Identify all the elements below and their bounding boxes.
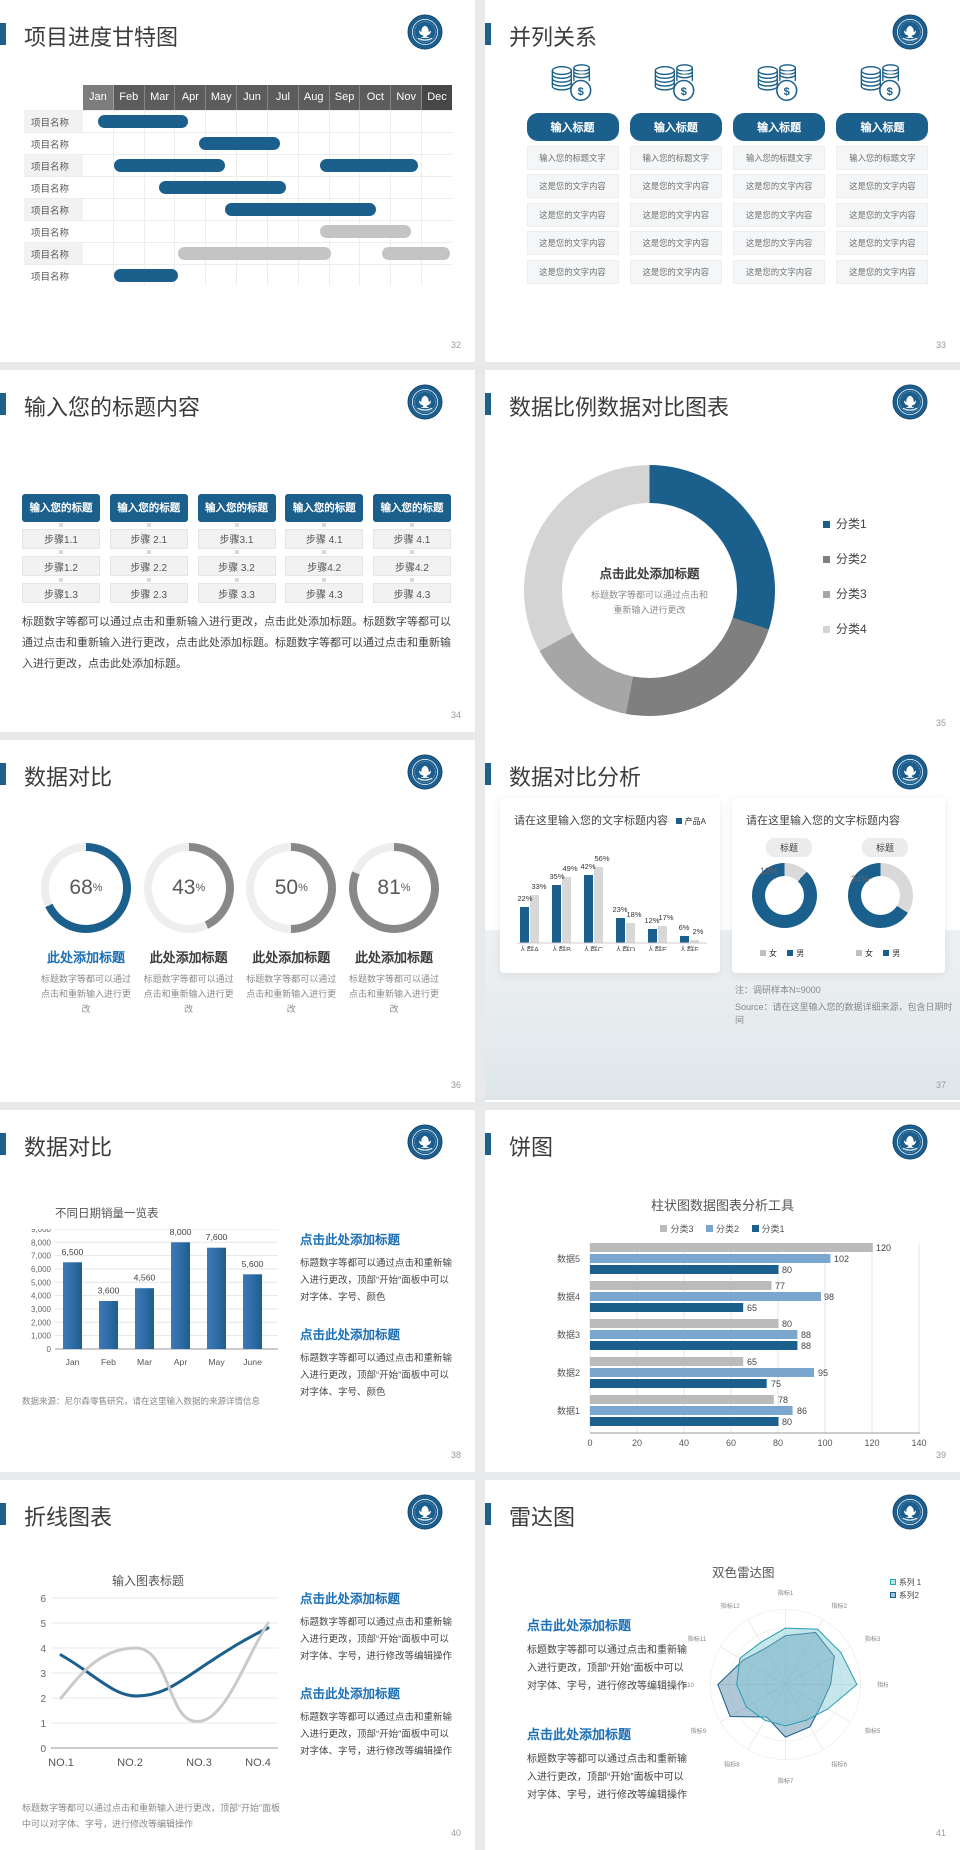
svg-text:June: June: [243, 1357, 262, 1367]
svg-text:18%: 18%: [626, 910, 641, 919]
svg-text:140: 140: [911, 1438, 926, 1448]
svg-text:77: 77: [775, 1281, 785, 1291]
svg-text:2%: 2%: [693, 927, 704, 936]
svg-text:17%: 17%: [658, 913, 673, 922]
svg-text:4,000: 4,000: [31, 1292, 52, 1301]
svg-text:7,000: 7,000: [31, 1252, 52, 1261]
svg-text:4: 4: [40, 1644, 46, 1655]
svg-text:20: 20: [632, 1438, 642, 1448]
svg-text:42%: 42%: [580, 862, 595, 871]
svg-text:65: 65: [747, 1303, 757, 1313]
svg-text:5,000: 5,000: [31, 1278, 52, 1287]
svg-text:86: 86: [797, 1406, 807, 1416]
svg-text:6,000: 6,000: [31, 1265, 52, 1274]
svg-text:80: 80: [782, 1417, 792, 1427]
svg-text:75: 75: [771, 1379, 781, 1389]
svg-text:88: 88: [801, 1341, 811, 1351]
svg-text:指标12: 指标12: [721, 1602, 741, 1610]
svg-text:6,500: 6,500: [62, 1247, 84, 1257]
svg-text:8,000: 8,000: [170, 1229, 192, 1237]
svg-text:指标7: 指标7: [778, 1777, 794, 1785]
svg-text:人群D: 人群D: [615, 944, 636, 951]
svg-text:指标2: 指标2: [831, 1602, 847, 1610]
svg-text:60: 60: [726, 1438, 736, 1448]
svg-text:2: 2: [40, 1694, 46, 1705]
svg-text:人群E: 人群E: [647, 944, 667, 951]
svg-text:数据1: 数据1: [557, 1405, 580, 1416]
svg-text:人群C: 人群C: [583, 944, 604, 951]
svg-text:指标6: 指标6: [831, 1761, 847, 1769]
svg-text:NO.1: NO.1: [48, 1757, 74, 1769]
svg-text:3,000: 3,000: [31, 1305, 52, 1314]
svg-text:3: 3: [40, 1669, 46, 1680]
svg-text:88: 88: [801, 1330, 811, 1340]
svg-text:40: 40: [679, 1438, 689, 1448]
svg-text:102: 102: [834, 1254, 849, 1264]
svg-text:1: 1: [40, 1719, 46, 1730]
svg-text:6%: 6%: [679, 923, 690, 932]
svg-text:数据5: 数据5: [557, 1253, 580, 1264]
svg-text:指标5: 指标5: [865, 1727, 881, 1735]
svg-text:5,600: 5,600: [242, 1259, 264, 1269]
svg-text:NO.3: NO.3: [186, 1757, 212, 1769]
svg-text:98: 98: [824, 1292, 834, 1302]
svg-text:8,000: 8,000: [31, 1238, 52, 1247]
svg-text:人群A: 人群A: [519, 944, 539, 951]
svg-text:0: 0: [47, 1345, 52, 1354]
svg-text:80: 80: [782, 1319, 792, 1329]
svg-text:指标1: 指标1: [778, 1589, 794, 1597]
svg-text:Feb: Feb: [101, 1357, 116, 1367]
svg-text:指标8: 指标8: [724, 1761, 740, 1769]
svg-text:6: 6: [40, 1594, 46, 1605]
svg-text:数据3: 数据3: [557, 1329, 580, 1340]
svg-text:33%: 33%: [531, 882, 546, 891]
svg-text:NO.4: NO.4: [245, 1757, 271, 1769]
svg-text:数据4: 数据4: [557, 1291, 580, 1302]
svg-text:65: 65: [747, 1357, 757, 1367]
svg-text:120: 120: [876, 1243, 891, 1253]
svg-text:NO.2: NO.2: [117, 1757, 143, 1769]
svg-text:0: 0: [587, 1438, 592, 1448]
svg-text:7,600: 7,600: [206, 1232, 228, 1242]
svg-text:人群F: 人群F: [679, 944, 699, 951]
svg-text:5: 5: [40, 1619, 46, 1630]
svg-text:49%: 49%: [562, 864, 577, 873]
svg-text:Mar: Mar: [137, 1357, 152, 1367]
svg-text:35%: 35%: [549, 872, 564, 881]
svg-text:4,560: 4,560: [134, 1273, 156, 1283]
svg-text:100: 100: [817, 1438, 832, 1448]
svg-text:1,000: 1,000: [31, 1332, 52, 1341]
svg-text:120: 120: [864, 1438, 879, 1448]
svg-text:3,600: 3,600: [98, 1286, 120, 1296]
svg-text:Jan: Jan: [65, 1357, 79, 1367]
svg-text:95: 95: [818, 1368, 828, 1378]
svg-text:80: 80: [773, 1438, 783, 1448]
svg-text:56%: 56%: [594, 854, 609, 863]
svg-text:指标9: 指标9: [691, 1727, 707, 1735]
svg-text:78: 78: [778, 1395, 788, 1405]
svg-text:人群B: 人群B: [551, 944, 571, 951]
svg-text:9,000: 9,000: [31, 1229, 52, 1234]
svg-text:指标4: 指标4: [877, 1681, 888, 1689]
svg-text:数据2: 数据2: [557, 1367, 580, 1378]
svg-text:0: 0: [40, 1744, 46, 1755]
svg-text:80: 80: [782, 1265, 792, 1275]
svg-text:指标3: 指标3: [865, 1635, 881, 1643]
svg-text:May: May: [208, 1357, 225, 1367]
svg-text:22%: 22%: [517, 894, 532, 903]
svg-text:2,000: 2,000: [31, 1318, 52, 1327]
svg-text:Apr: Apr: [174, 1357, 188, 1367]
